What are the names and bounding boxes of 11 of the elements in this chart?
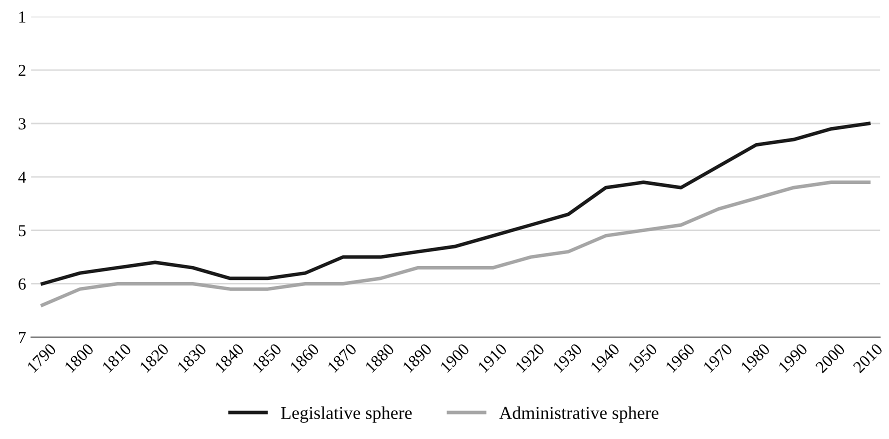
y-tick-label: 6 bbox=[18, 278, 26, 290]
y-tick-label: 4 bbox=[18, 172, 26, 183]
line-series bbox=[40, 180, 871, 307]
legend-label: Legislative sphere bbox=[281, 406, 412, 423]
legend-label: Administrative sphere bbox=[499, 406, 658, 423]
y-tick-label: 1 bbox=[19, 11, 26, 22]
y-tick-label: 2 bbox=[18, 64, 26, 76]
y-tick-label: 5 bbox=[18, 225, 26, 236]
y-tick-label: 7 bbox=[19, 332, 26, 343]
line-series bbox=[40, 122, 871, 286]
y-tick-label: 3 bbox=[18, 118, 26, 130]
